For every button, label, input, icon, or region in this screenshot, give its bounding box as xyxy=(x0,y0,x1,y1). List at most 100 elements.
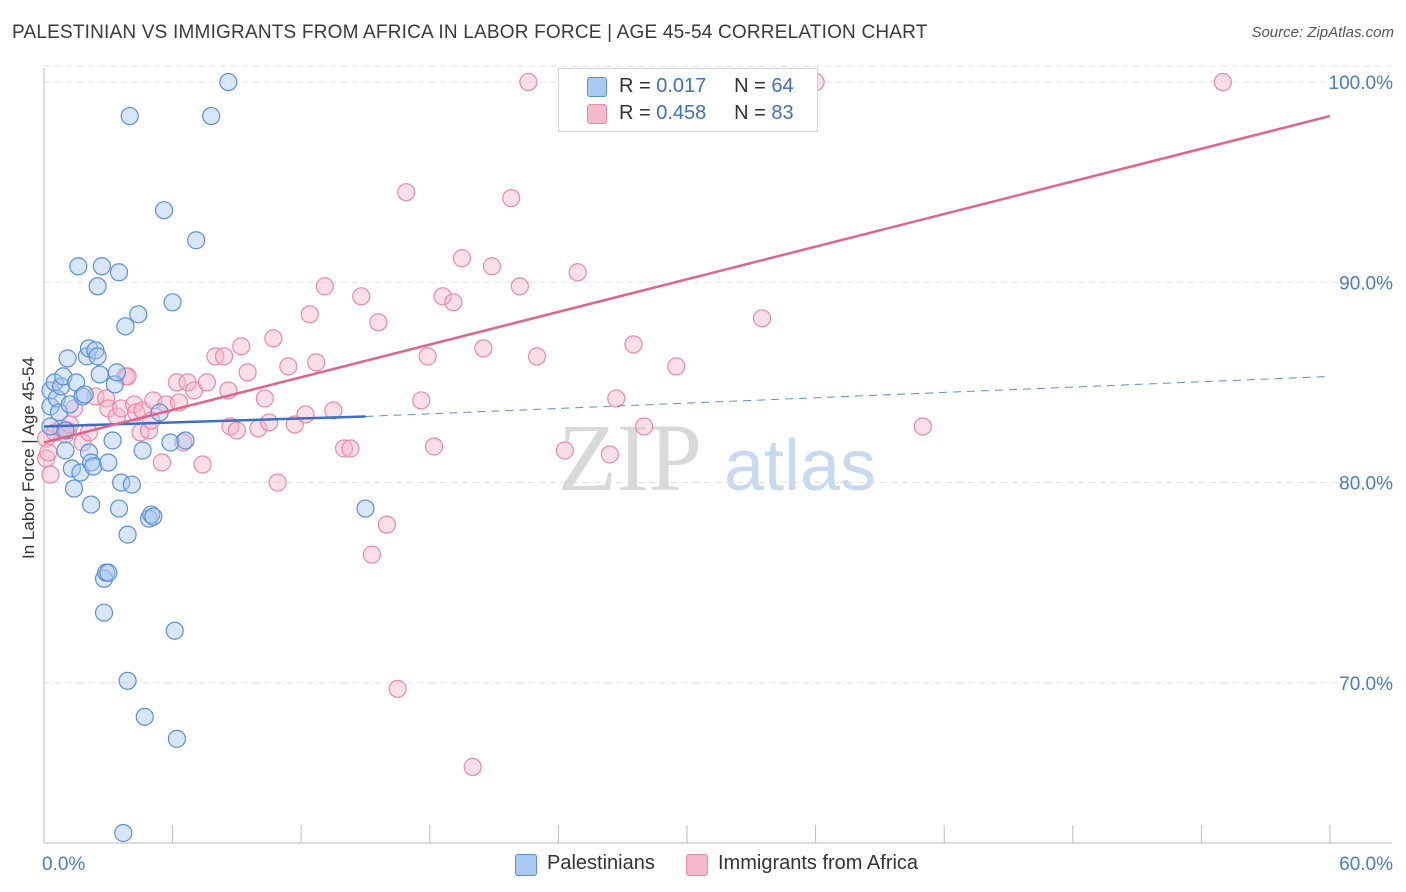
legend-swatch-pink xyxy=(587,104,607,124)
data-point xyxy=(103,431,122,450)
data-point xyxy=(527,347,547,366)
trend-line-palestinians xyxy=(43,415,366,428)
watermark-atlas: atlas xyxy=(724,426,876,506)
data-point xyxy=(161,433,180,452)
data-point xyxy=(75,385,94,404)
data-point xyxy=(259,413,279,432)
data-point xyxy=(268,473,287,492)
data-point xyxy=(41,465,60,484)
data-point xyxy=(300,305,319,324)
legend-n-value: 64 xyxy=(771,75,794,97)
data-point xyxy=(238,363,257,382)
data-point xyxy=(118,367,137,386)
legend-r-value: 0.017 xyxy=(656,75,707,97)
data-point xyxy=(120,106,139,126)
data-point xyxy=(116,317,135,336)
data-point xyxy=(64,479,84,498)
data-point xyxy=(167,729,186,748)
data-point xyxy=(214,347,234,366)
data-point xyxy=(667,357,686,376)
axes xyxy=(43,68,1392,844)
data-point xyxy=(154,201,174,220)
data-point xyxy=(568,263,587,282)
data-point xyxy=(114,823,133,843)
y-axis-label: In Labor Force | Age 45-54 xyxy=(19,357,38,559)
data-point xyxy=(94,603,114,622)
data-point xyxy=(362,545,382,564)
data-point xyxy=(356,499,375,518)
source-label: Source: ZipAtlas.com xyxy=(1251,24,1394,41)
data-point xyxy=(88,277,107,296)
y-tick-labels: 70.0% 80.0% 90.0% 100.0% xyxy=(1329,73,1394,695)
data-point xyxy=(555,441,574,460)
x-tick-label: 60.0% xyxy=(1339,854,1393,875)
data-point xyxy=(307,353,326,372)
data-point xyxy=(324,401,343,420)
data-point xyxy=(184,381,204,400)
legend-r-label: R = xyxy=(619,102,651,124)
data-point xyxy=(202,106,221,126)
data-point xyxy=(510,277,529,296)
data-point xyxy=(109,499,129,518)
data-point xyxy=(296,405,315,424)
data-point xyxy=(397,183,416,202)
data-point xyxy=(109,263,129,282)
legend-swatch-pink xyxy=(686,854,708,876)
chart-title: PALESTINIAN VS IMMIGRANTS FROM AFRICA IN… xyxy=(12,22,928,43)
legend-label: Immigrants from Africa xyxy=(718,852,919,874)
data-point xyxy=(88,347,107,366)
data-point xyxy=(129,305,148,324)
data-point xyxy=(163,293,182,312)
data-point xyxy=(474,339,493,358)
y-tick-label: 70.0% xyxy=(1339,674,1393,695)
data-point xyxy=(92,257,111,276)
data-point xyxy=(58,349,77,368)
legend-r-label: R = xyxy=(619,75,651,97)
y-tick-label: 100.0% xyxy=(1329,73,1394,94)
data-point xyxy=(463,757,482,777)
data-point xyxy=(412,391,431,410)
legend-r-value: 0.458 xyxy=(656,102,707,124)
data-point xyxy=(482,257,502,276)
data-point xyxy=(99,453,118,472)
data-point xyxy=(624,335,643,354)
data-point xyxy=(913,417,932,436)
data-point xyxy=(193,455,212,474)
data-point xyxy=(444,293,463,312)
data-point xyxy=(84,457,103,476)
data-point xyxy=(519,72,538,92)
watermark: ZIP atlas xyxy=(558,404,876,511)
correlation-legend: R = 0.017 N = 64 R = 0.458 N = 83 xyxy=(558,68,818,132)
legend-n-label: N = xyxy=(734,75,766,97)
data-point xyxy=(424,437,444,456)
series-palestinians xyxy=(41,72,375,843)
data-point xyxy=(388,679,407,698)
data-point xyxy=(56,441,75,460)
data-point xyxy=(264,329,283,348)
data-point xyxy=(62,459,81,478)
data-point xyxy=(167,373,186,392)
data-point xyxy=(502,189,521,208)
data-point xyxy=(127,403,146,422)
data-point xyxy=(635,417,654,436)
data-point xyxy=(118,671,137,690)
data-point xyxy=(82,495,101,514)
data-point xyxy=(752,309,772,328)
x-tick-label: 0.0% xyxy=(42,854,85,875)
data-point xyxy=(107,363,126,382)
watermark-zip: ZIP xyxy=(558,404,702,511)
data-point xyxy=(144,507,163,526)
legend-swatch-blue xyxy=(515,854,537,876)
legend-label: Palestinians xyxy=(547,852,655,874)
data-point xyxy=(377,515,397,534)
trend-line-palestinians-extrapolated xyxy=(365,375,1331,417)
data-point xyxy=(315,277,334,296)
data-point xyxy=(232,337,251,356)
legend-swatch-blue xyxy=(587,77,607,97)
data-point xyxy=(600,445,619,464)
data-point xyxy=(187,231,206,250)
data-point xyxy=(1213,72,1232,92)
data-point xyxy=(152,453,171,472)
data-point xyxy=(176,431,195,450)
legend-n-label: N = xyxy=(734,102,766,124)
